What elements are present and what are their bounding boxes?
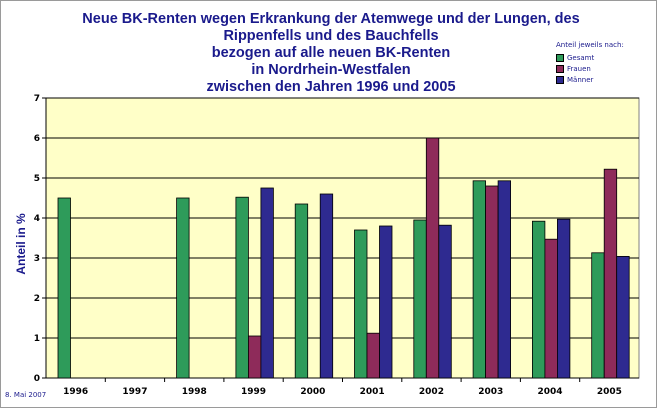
bar-gesamt-1996 xyxy=(57,197,71,379)
bar-gesamt-2004 xyxy=(532,220,546,379)
x-tick-label-1996: 1996 xyxy=(63,387,88,397)
x-tick-label-2003: 2003 xyxy=(478,387,503,397)
y-tick-label-6: 6 xyxy=(34,134,40,144)
y-tick-label-0: 0 xyxy=(34,374,40,384)
bar-maenner-2001 xyxy=(379,225,393,379)
bar-gesamt-1998 xyxy=(176,197,190,379)
bar-frauen-2002 xyxy=(425,137,440,379)
x-tick-label-2002: 2002 xyxy=(419,387,444,397)
y-axis-label: Anteil in % xyxy=(14,213,28,275)
bar-frauen-2001 xyxy=(366,332,380,379)
title-line-1: Neue BK-Renten wegen Erkrankung der Atem… xyxy=(82,11,580,27)
bar-gesamt-1999 xyxy=(235,196,249,379)
y-tick-label-2: 2 xyxy=(34,294,40,304)
bar-gesamt-2001 xyxy=(354,229,368,379)
x-tick-label-1999: 1999 xyxy=(241,387,266,397)
legend-swatch-frauen xyxy=(556,64,564,73)
bar-maenner-2004 xyxy=(557,218,571,379)
legend-item-maenner: Männer xyxy=(556,74,624,85)
bar-maenner-1999 xyxy=(260,187,274,379)
y-tick-label-5: 5 xyxy=(34,174,40,184)
y-tick-label-4: 4 xyxy=(34,214,40,224)
legend-item-gesamt: Gesamt xyxy=(556,52,624,63)
bar-frauen-2003 xyxy=(485,185,499,379)
bar-gesamt-2005 xyxy=(591,252,605,379)
legend-item-frauen: Frauen xyxy=(556,63,624,74)
legend: Anteil jeweils nach: Gesamt Frauen Männe… xyxy=(556,41,624,85)
x-tick-label-2001: 2001 xyxy=(360,387,385,397)
bar-maenner-2002 xyxy=(438,224,452,379)
bar-maenner-2000 xyxy=(319,193,334,379)
y-tick-label-7: 7 xyxy=(34,94,40,104)
bar-frauen-2004 xyxy=(544,238,558,379)
legend-title: Anteil jeweils nach: xyxy=(556,41,624,49)
y-tick-label-3: 3 xyxy=(34,254,40,264)
legend-label-frauen: Frauen xyxy=(567,64,591,73)
x-tick-label-2000: 2000 xyxy=(300,387,325,397)
legend-swatch-gesamt xyxy=(556,53,564,62)
y-tick-label-1: 1 xyxy=(34,334,40,344)
legend-label-gesamt: Gesamt xyxy=(567,53,595,62)
legend-label-maenner: Männer xyxy=(567,75,594,84)
x-tick-label-2005: 2005 xyxy=(597,387,622,397)
title-line-2: Rippenfells und des Bauchfells xyxy=(223,28,439,44)
footer-date: 8. Mai 2007 xyxy=(5,391,47,399)
x-tick-label-1997: 1997 xyxy=(122,387,147,397)
bar-maenner-2003 xyxy=(497,180,512,379)
chart-title: Neue BK-Renten wegen Erkrankung der Atem… xyxy=(41,11,621,96)
bar-maenner-2005 xyxy=(616,255,630,379)
title-line-3: bezogen auf alle neuen BK-Renten xyxy=(211,45,451,61)
bar-gesamt-2002 xyxy=(413,219,427,379)
bar-gesamt-2000 xyxy=(294,203,309,379)
title-line-4: in Nordrhein-Westfalen xyxy=(251,62,411,78)
x-tick-label-1998: 1998 xyxy=(182,387,207,397)
title-line-5: zwischen den Jahren 1996 und 2005 xyxy=(206,79,456,95)
bar-frauen-2005 xyxy=(603,168,618,379)
bar-gesamt-2003 xyxy=(472,180,487,379)
bar-frauen-1999 xyxy=(247,335,262,379)
x-tick-label-2004: 2004 xyxy=(538,387,563,397)
legend-swatch-maenner xyxy=(556,75,564,84)
